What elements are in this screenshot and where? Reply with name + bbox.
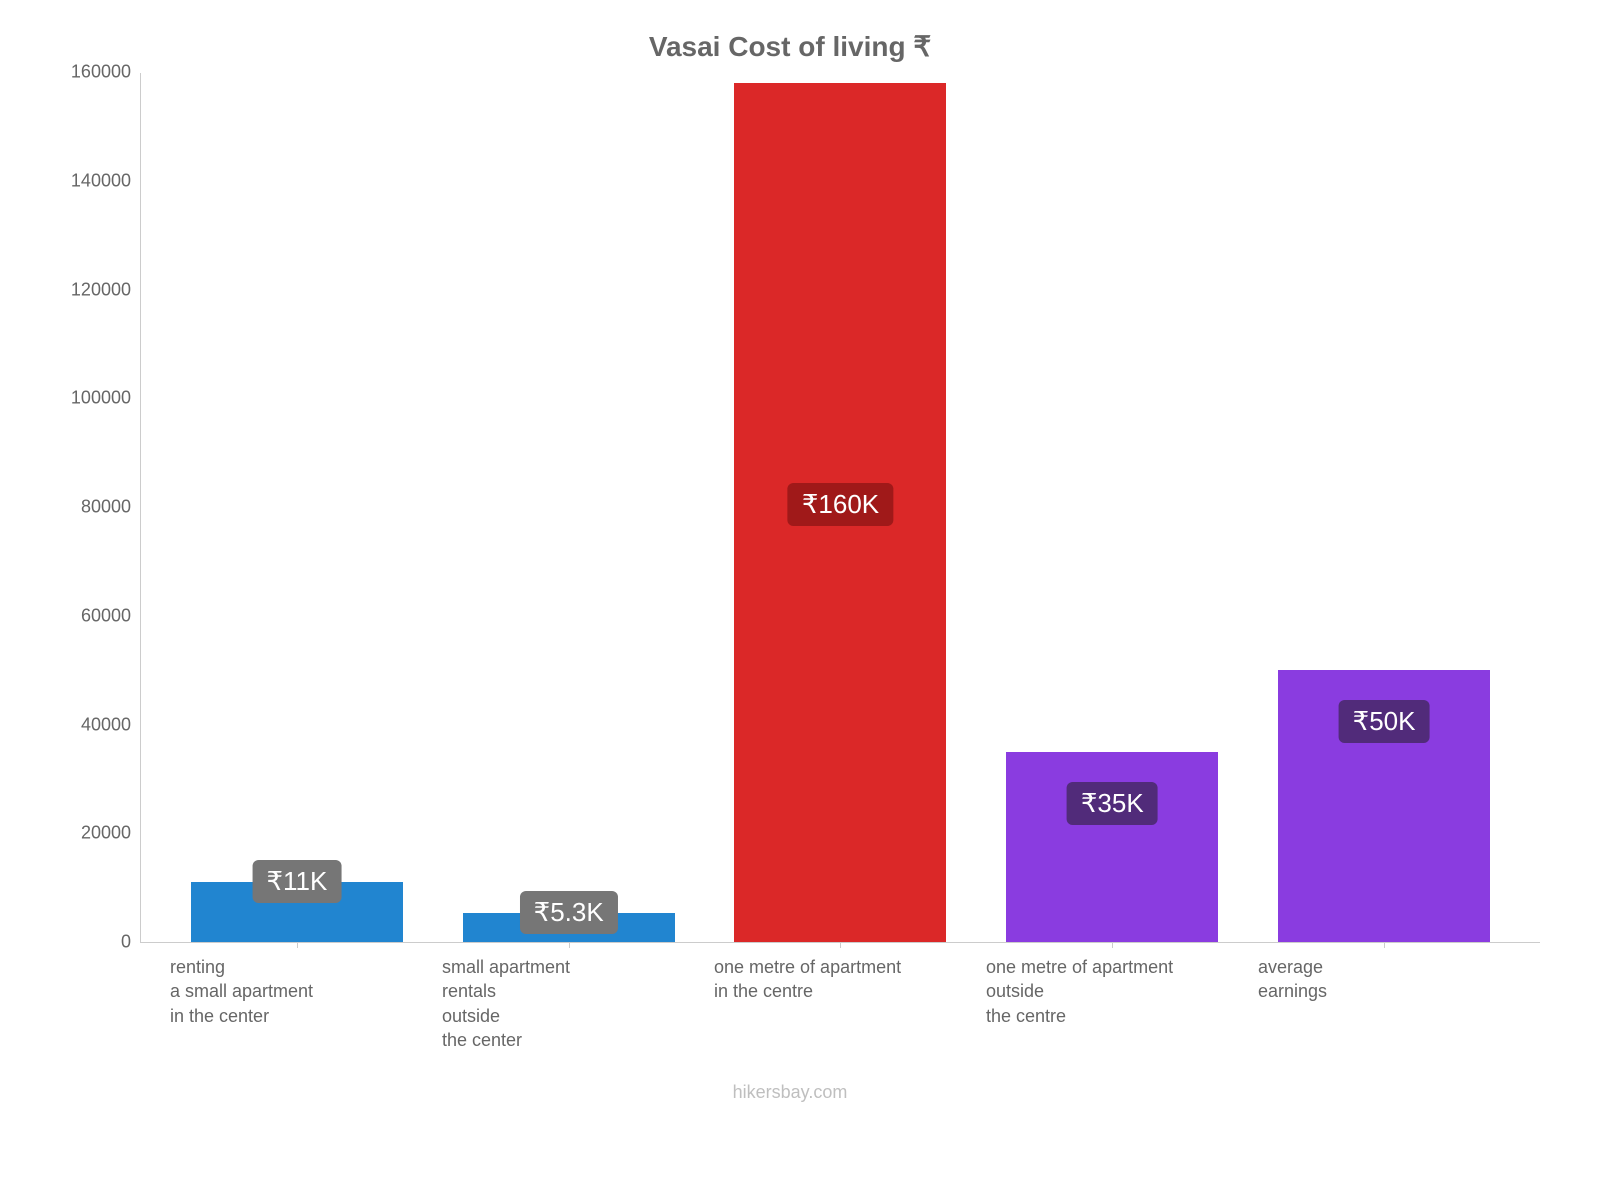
x-label-slot: average earnings bbox=[1248, 951, 1520, 1052]
y-tick-label: 0 bbox=[51, 932, 131, 953]
y-tick-label: 80000 bbox=[51, 497, 131, 518]
x-tick-mark bbox=[297, 942, 298, 948]
x-label-slot: renting a small apartment in the center bbox=[160, 951, 432, 1052]
x-tick-mark bbox=[569, 942, 570, 948]
value-badge: ₹160K bbox=[788, 483, 893, 526]
y-tick-label: 40000 bbox=[51, 714, 131, 735]
x-label-slot: one metre of apartment in the centre bbox=[704, 951, 976, 1052]
plot-area: ₹11K₹5.3K₹160K₹35K₹50K 02000040000600008… bbox=[140, 73, 1540, 943]
y-tick-label: 120000 bbox=[51, 279, 131, 300]
x-axis-label: renting a small apartment in the center bbox=[170, 955, 422, 1028]
cost-of-living-chart: Vasai Cost of living ₹ ₹11K ₹5.3K ₹160K ₹35… bbox=[0, 0, 1600, 1200]
x-tick-mark bbox=[1112, 942, 1113, 948]
bar-slot: ₹5.3K bbox=[433, 73, 705, 942]
value-badge: ₹5.3K bbox=[520, 891, 618, 934]
x-tick-mark bbox=[840, 942, 841, 948]
bars-container: ₹11K ₹5.3K ₹160K ₹35K ₹50K bbox=[141, 73, 1540, 942]
y-tick-label: 60000 bbox=[51, 605, 131, 626]
bar: ₹35K bbox=[1006, 752, 1218, 942]
chart-title: Vasai Cost of living ₹ bbox=[40, 30, 1540, 63]
x-axis-label: average earnings bbox=[1258, 955, 1510, 1004]
x-axis-label: one metre of apartment in the centre bbox=[714, 955, 966, 1004]
x-axis-label: small apartment rentals outside the cent… bbox=[442, 955, 694, 1052]
y-tick-label: 140000 bbox=[51, 170, 131, 191]
y-tick-label: 20000 bbox=[51, 823, 131, 844]
bar: ₹50K bbox=[1278, 670, 1490, 942]
x-tick-mark bbox=[1384, 942, 1385, 948]
bar: ₹5.3K bbox=[463, 913, 675, 942]
bar-slot: ₹35K bbox=[976, 73, 1248, 942]
value-badge: ₹50K bbox=[1339, 700, 1430, 743]
x-axis-labels: renting a small apartment in the center s… bbox=[140, 943, 1540, 1052]
value-badge: ₹11K bbox=[252, 860, 341, 903]
y-tick-label: 100000 bbox=[51, 388, 131, 409]
bar: ₹160K bbox=[734, 83, 946, 942]
attribution-text: hikersbay.com bbox=[40, 1082, 1540, 1103]
bar-slot: ₹50K bbox=[1248, 73, 1520, 942]
bar: ₹11K bbox=[191, 882, 403, 942]
x-label-slot: one metre of apartment outside the centr… bbox=[976, 951, 1248, 1052]
bar-slot: ₹160K bbox=[705, 73, 977, 942]
value-badge: ₹35K bbox=[1067, 782, 1158, 825]
bar-slot: ₹11K bbox=[161, 73, 433, 942]
x-label-slot: small apartment rentals outside the cent… bbox=[432, 951, 704, 1052]
x-axis-label: one metre of apartment outside the centr… bbox=[986, 955, 1238, 1028]
y-tick-label: 160000 bbox=[51, 62, 131, 83]
